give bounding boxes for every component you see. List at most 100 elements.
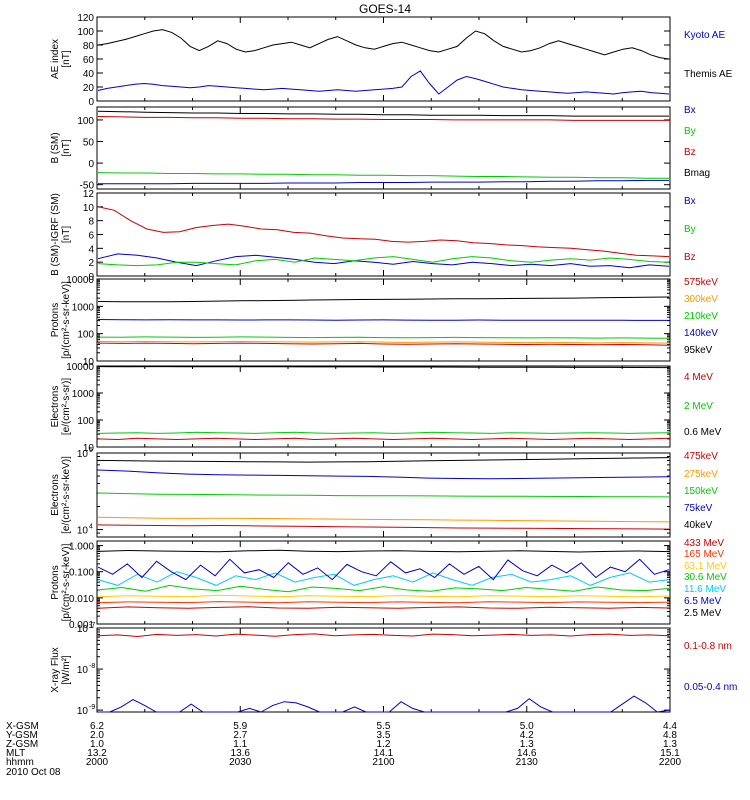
- x-axis-row-label: Y-GSM: [6, 730, 38, 741]
- y-axis-label: B (SM)[nT]: [50, 132, 72, 163]
- y-tick-label: 8: [88, 217, 94, 228]
- y-tick-label: 10: [77, 449, 89, 460]
- y-tick-label: 10: [77, 526, 89, 537]
- series-line-themis-ae: [97, 29, 670, 60]
- series-line-75kev: [97, 469, 670, 480]
- legend-entry: 30.6 MeV: [684, 572, 727, 583]
- legend-entry: 2.5 MeV: [684, 608, 722, 619]
- y-tick-label: 0: [88, 272, 94, 283]
- series-line-2-5-mev: [97, 549, 670, 553]
- series-line-0-6-mev: [97, 366, 670, 369]
- legend-entry: Kyoto AE: [684, 30, 725, 41]
- legend-entry: By: [684, 126, 696, 137]
- legend-entry: 140keV: [684, 328, 718, 339]
- legend-entry: 0.05-0.4 nm: [684, 682, 737, 693]
- x-axis-value: 1.2: [377, 739, 391, 750]
- y-tick-label: 80: [83, 41, 95, 52]
- legend-entry: Themis AE: [684, 69, 733, 80]
- y-axis-label: X-ray Flux[W/m²]: [50, 647, 72, 693]
- y-tick-label: 40: [83, 69, 95, 80]
- y-tick-label: 10000: [66, 362, 94, 373]
- legend-entry: 2 MeV: [684, 401, 713, 412]
- x-axis-value: 5.9: [233, 721, 247, 732]
- x-axis-value: 5.0: [520, 721, 534, 732]
- legend-entry: Bx: [684, 105, 696, 116]
- y-tick-label: 0.001: [69, 620, 94, 631]
- series-line-bmag: [97, 110, 669, 117]
- panel-5: 10 100 1000 10000 Electrons[e/(cm²-s-sr)] 4 M…: [50, 362, 722, 454]
- legend-entry: 150keV: [684, 486, 718, 497]
- y-tick-label: 10000: [66, 275, 94, 286]
- y-tick-label: 10: [83, 357, 95, 368]
- legend-entry: 95keV: [684, 345, 713, 356]
- series-line-0-1-0-8-nm: [97, 633, 670, 638]
- x-axis-value: 2030: [229, 757, 252, 768]
- y-tick-exponent: -9: [89, 704, 95, 711]
- y-axis-label: Protons[p/(cm²-s-sr-keV)]: [50, 281, 72, 359]
- panel-7: 0.001 0.010 0.100 1.000Protons[p/(cm²-s-sr-…: [50, 538, 727, 631]
- y-tick-label: -50: [80, 181, 95, 192]
- x-axis-value: 4.2: [520, 730, 534, 741]
- y-axis-label: Protons[p/(cm²-s-sr-keV)]: [50, 543, 72, 621]
- x-axis-value: 1.0: [90, 739, 104, 750]
- y-tick-label: 10: [77, 624, 89, 635]
- series-line-275kev: [97, 516, 670, 523]
- x-axis-value: 15.1: [660, 748, 680, 759]
- y-axis-label: AE index[nT]: [50, 39, 72, 79]
- series-line-by: [97, 172, 669, 179]
- legend-entry: 75keV: [684, 503, 713, 514]
- series-line-40kev: [97, 457, 670, 463]
- legend-entry: 475keV: [684, 451, 718, 462]
- legend-entry: 300keV: [684, 294, 718, 305]
- y-tick-label: 2: [88, 258, 94, 269]
- series-line-6-5-mev: [97, 558, 670, 581]
- series-line-433-mev: [97, 606, 670, 609]
- y-tick-label: 1.000: [69, 542, 94, 553]
- y-tick-label: 100: [77, 116, 94, 127]
- series-line-bz: [97, 116, 669, 121]
- y-axis-label: B (SM)-IGRF (SM)[nT]: [50, 193, 72, 276]
- y-tick-label: 12: [83, 189, 95, 200]
- x-axis-value: 3.5: [377, 730, 391, 741]
- y-tick-label: 6: [88, 231, 94, 242]
- legend-entry: 210keV: [684, 311, 718, 322]
- panel-1: 0 20 40 60 80 100 120 AE index[nT] Kyoto AE Themi…: [50, 13, 733, 108]
- series-line-210kev: [97, 336, 670, 339]
- x-axis-value: 2.7: [233, 730, 247, 741]
- legend-entry: 11.6 MeV: [684, 584, 726, 595]
- plot-title: GOES-14: [359, 2, 411, 16]
- panel-frame: [96, 452, 671, 538]
- legend-entry: Bz: [684, 147, 696, 158]
- x-axis-value: 14.6: [517, 748, 537, 759]
- y-axis-label: Electrons[e/(cm²-s-sr-keV)]: [50, 456, 72, 534]
- panel-2: -50 0 50 100 B (SM)[nT] Bx By Bz Bmag: [50, 105, 710, 192]
- y-tick-label: 1000: [72, 389, 95, 400]
- y-axis-label: Electrons[e/(cm²-s-sr)]: [50, 378, 72, 435]
- series-line-11-6-mev: [97, 571, 670, 586]
- x-axis-value: 13.2: [87, 748, 107, 759]
- legend-entry: 0.1-0.8 nm: [684, 641, 732, 652]
- legend-entry: 40keV: [684, 520, 713, 531]
- series-line-2-mev: [97, 431, 670, 434]
- y-tick-label: 10: [83, 443, 95, 454]
- series-line-bx: [97, 253, 670, 269]
- x-axis-row-label: X-GSM: [6, 721, 39, 732]
- y-tick-label: 100: [77, 27, 94, 38]
- legend-entry: 275keV: [684, 469, 718, 480]
- panel-frame: [96, 627, 671, 713]
- legend-entry: 63.1 MeV: [684, 561, 727, 572]
- date-label: 2010 Oct 08: [6, 767, 61, 778]
- y-tick-exponent: -7: [89, 622, 95, 629]
- panel-frame: [96, 365, 671, 448]
- legend-entry: Bz: [684, 252, 696, 263]
- x-axis-row-label: MLT: [6, 748, 25, 759]
- legend-entry: By: [684, 224, 696, 235]
- y-tick-label: 10: [77, 665, 89, 676]
- legend-entry: 433 MeV: [684, 538, 724, 549]
- series-line-95kev: [97, 296, 670, 303]
- y-tick-label: 0.010: [69, 594, 94, 605]
- y-tick-label: 120: [77, 13, 94, 24]
